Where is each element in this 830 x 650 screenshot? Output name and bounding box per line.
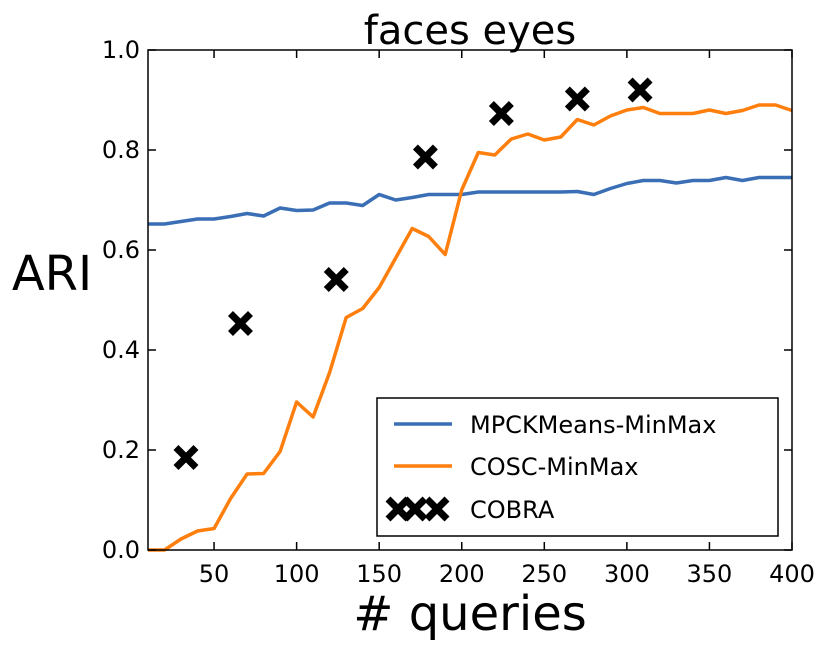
y-tick-label: 0.8 (102, 136, 140, 164)
cobra-point (173, 445, 199, 470)
x-tick-label: 100 (274, 560, 320, 588)
series-line (148, 175, 792, 226)
legend-label: COBRA (470, 496, 555, 524)
x-tick-label: 150 (356, 560, 402, 588)
x-tick-label: 250 (521, 560, 567, 588)
series-cobra (173, 77, 653, 470)
y-tick-label: 0.4 (102, 336, 140, 364)
y-axis-label: ARI (12, 246, 92, 302)
legend-item: COBRA (385, 496, 555, 524)
cobra-point (627, 77, 653, 103)
cobra-point (227, 311, 253, 336)
y-tick-label: 0.0 (102, 536, 140, 564)
cobra-point (412, 144, 438, 170)
legend-swatch (402, 496, 428, 522)
legend-item: COSC-MinMax (394, 453, 639, 481)
x-tick-label: 300 (604, 560, 650, 588)
series-line (148, 103, 793, 552)
x-axis-label: # queries (353, 586, 587, 642)
cobra-point (323, 267, 349, 292)
x-tick-label: 350 (687, 560, 733, 588)
series-cosc-minmax (148, 103, 793, 552)
legend-label: MPCKMeans-MinMax (470, 411, 716, 439)
legend-label: COSC-MinMax (470, 453, 639, 481)
x-tick-label: 200 (439, 560, 485, 588)
series-mpckmeans-minmax (148, 175, 792, 226)
cobra-point (564, 86, 590, 112)
plot-frame (147, 49, 793, 551)
y-tick-label: 0.6 (102, 236, 140, 264)
x-tick-label: 400 (769, 560, 815, 588)
y-tick-label: 1.0 (102, 36, 140, 64)
legend-item: MPCKMeans-MinMax (394, 411, 716, 439)
legend: MPCKMeans-MinMax COSC-MinMax COBRA (376, 397, 779, 537)
chart-title: faces eyes (364, 8, 576, 54)
y-tick-label: 0.2 (102, 436, 140, 464)
x-tick-label: 50 (199, 560, 230, 588)
plot-area: 50 100 150 200 250 300 350 400 0.0 0.2 0.4 0.6 0.8 1.… (102, 36, 815, 588)
legend-swatch (424, 496, 450, 522)
cobra-point (488, 101, 514, 126)
